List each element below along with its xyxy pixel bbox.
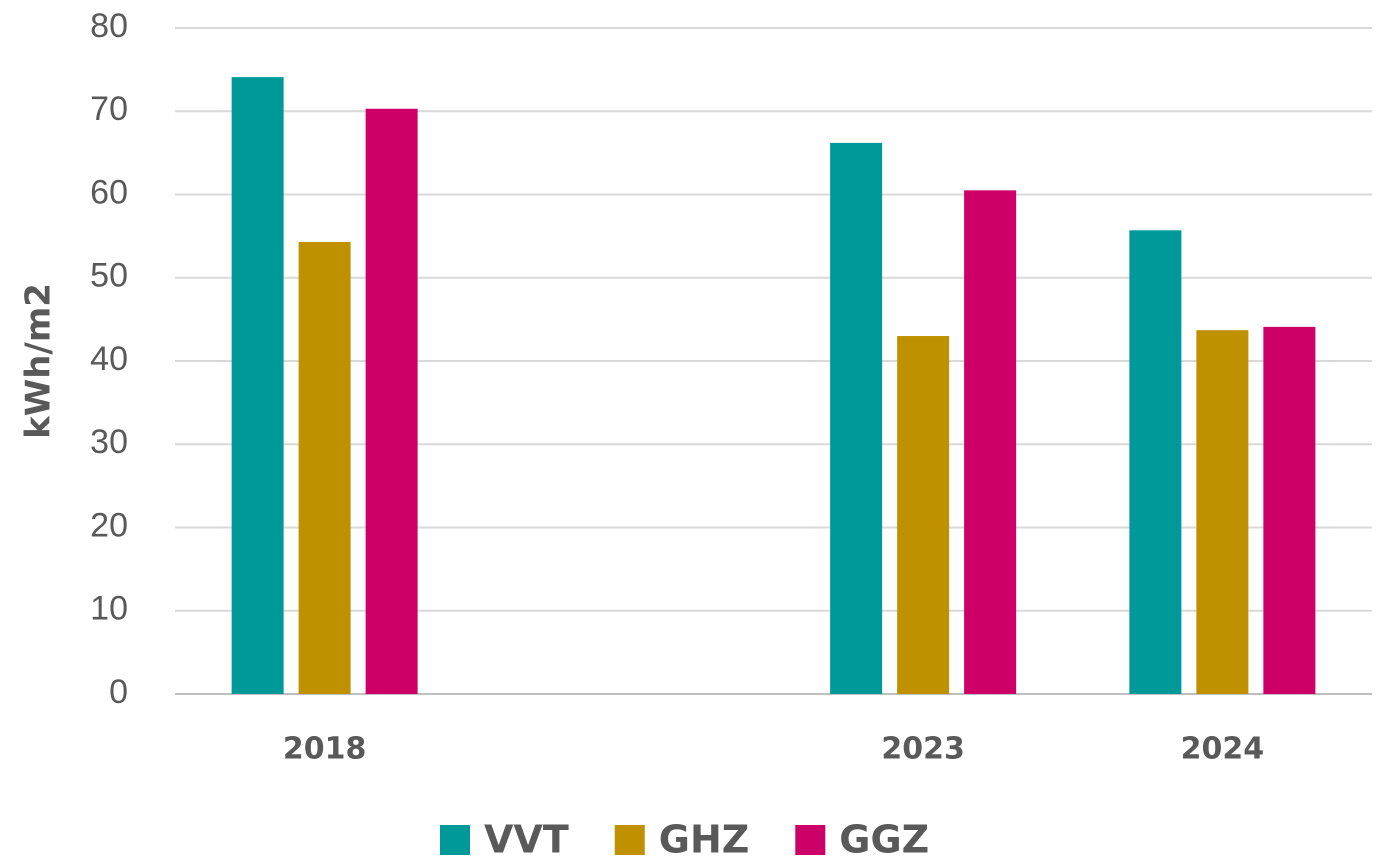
bar: [964, 190, 1017, 694]
y-tick-label: 20: [90, 506, 128, 544]
x-tick-label: 2023: [881, 732, 965, 767]
y-tick-label: 70: [90, 90, 128, 128]
legend-label: VVT: [484, 818, 569, 862]
y-tick-label: 0: [109, 673, 128, 711]
bar: [298, 241, 351, 694]
bar: [830, 142, 883, 694]
bar: [897, 336, 950, 694]
bar: [1196, 330, 1249, 694]
bar: [1263, 326, 1316, 694]
y-tick-label: 60: [90, 173, 128, 211]
x-tick-label: 2018: [283, 732, 367, 767]
legend-label: GGZ: [839, 818, 929, 862]
bar: [1129, 230, 1182, 695]
y-axis-label: kWh/m2: [19, 283, 59, 439]
legend-label: GHZ: [659, 818, 750, 862]
y-tick-label: 30: [90, 423, 128, 461]
y-tick-label: 40: [90, 340, 128, 378]
legend-swatch: [614, 825, 645, 855]
bar: [231, 77, 284, 695]
bar: [365, 108, 418, 694]
legend-swatch: [440, 825, 470, 855]
x-tick-label: 2024: [1181, 732, 1265, 767]
y-tick-label: 10: [90, 590, 128, 628]
y-tick-label: 80: [90, 7, 128, 45]
legend-swatch: [795, 825, 826, 855]
y-tick-label: 50: [90, 257, 128, 295]
